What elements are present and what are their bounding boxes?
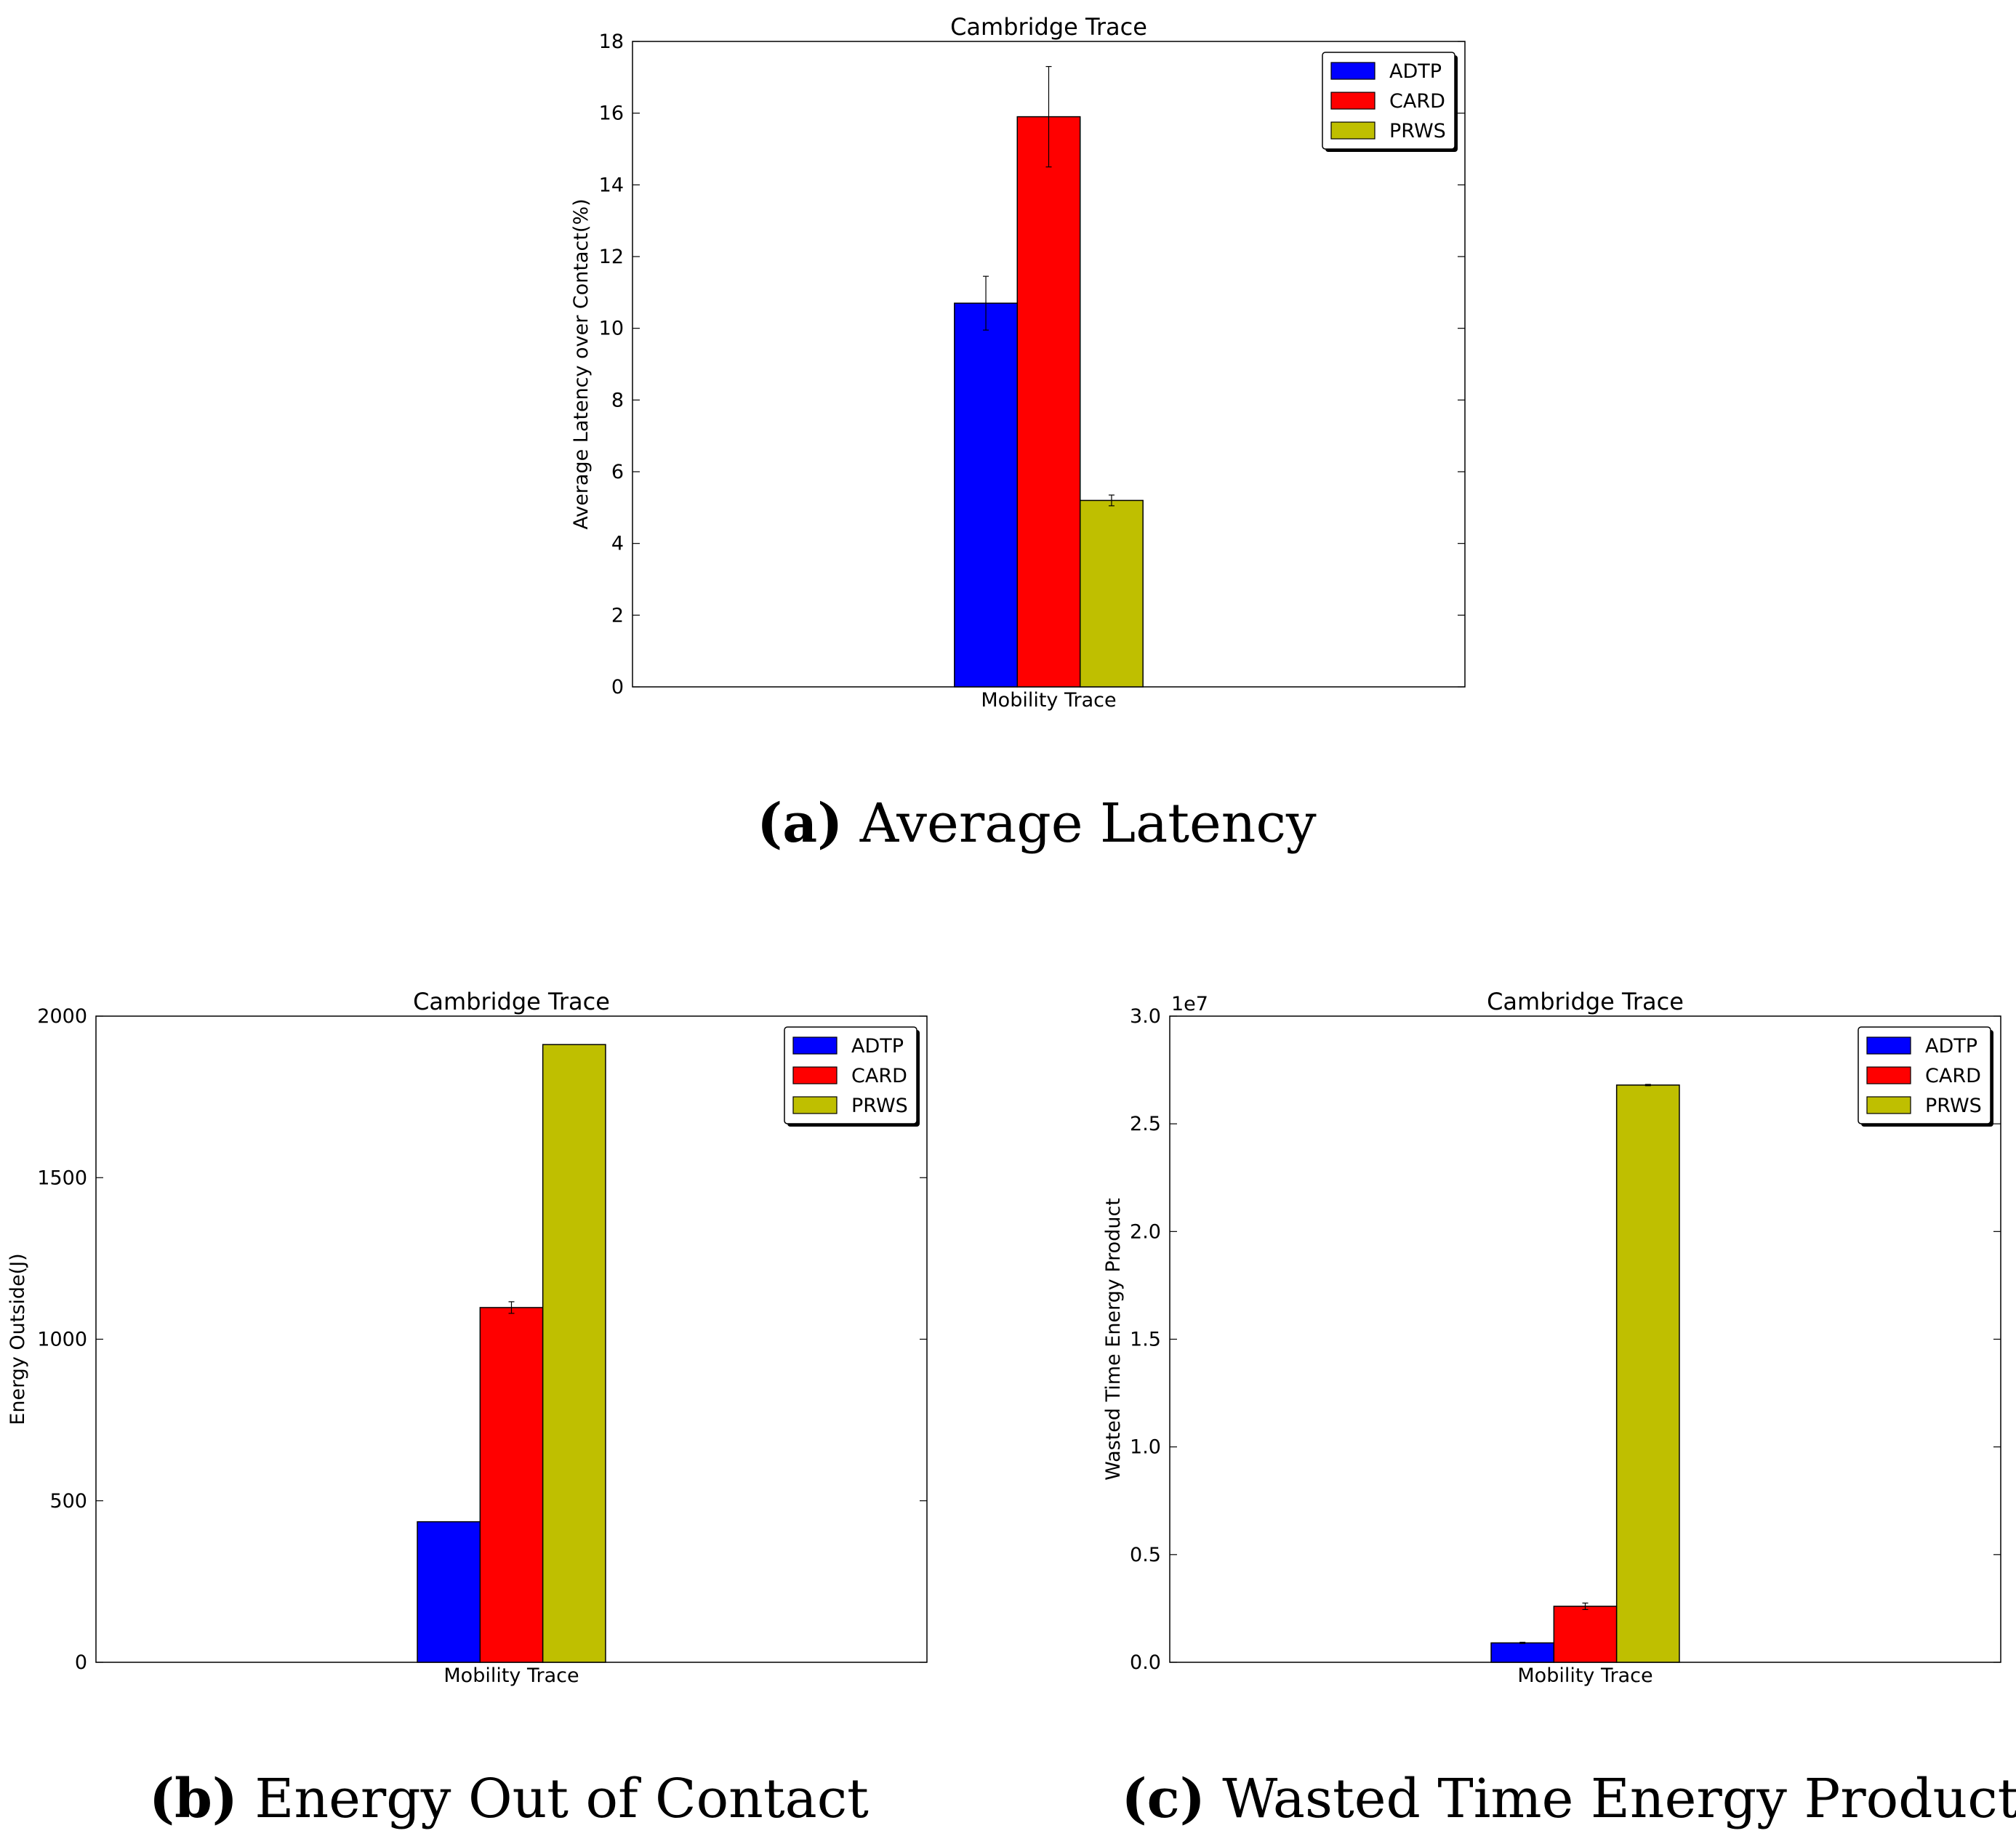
legend-label-adtp: ADTP (851, 1035, 904, 1058)
y-tick-label: 12 (599, 246, 624, 268)
y-tick-label: 2.5 (1130, 1113, 1161, 1135)
chart-average-latency: 0 2 4 6 8 10 12 14 16 18 Cambridge Trace Mobility T… (570, 13, 1466, 712)
y-tick-label: 0 (611, 676, 624, 698)
y-tick-label: 1.5 (1130, 1329, 1161, 1351)
legend-label-prws: PRWS (851, 1095, 908, 1117)
y-tick-label: 18 (599, 31, 624, 53)
y-tick-label: 2 (611, 604, 624, 627)
legend-label-adtp: ADTP (1925, 1035, 1977, 1058)
y-tick-label: 0.0 (1130, 1651, 1161, 1674)
chart-title: Cambridge Trace (413, 988, 610, 1015)
y-tick-label: 2000 (37, 1005, 87, 1028)
caption-c-text: Wasted Time Energy Product (1222, 1768, 2016, 1830)
legend-swatch-prws (1330, 121, 1376, 140)
bar-card (479, 1307, 544, 1663)
y-tick-label: 1000 (37, 1329, 87, 1351)
y-tick-label: 0.5 (1130, 1544, 1161, 1566)
y-axis-label: Average Latency over Contact(%) (570, 198, 593, 529)
caption-b: (b) Energy Out of Contact (149, 1768, 869, 1830)
y-tick-label: 14 (599, 174, 624, 196)
bar-prws (1615, 1084, 1680, 1663)
legend-swatch-card (1866, 1066, 1911, 1084)
chart-wasted-time-energy-product: 0.0 0.5 1.0 1.5 2.0 2.5 3.0 1e7 Cambridge Trace M… (1102, 988, 2001, 1687)
x-axis-label: Mobility Trace (443, 1664, 579, 1687)
caption-b-label: (b) (149, 1768, 238, 1830)
y-tick-label: 6 (611, 461, 624, 483)
bar-adtp (1490, 1642, 1555, 1663)
bar-card (1016, 116, 1081, 688)
legend-label-card: CARD (851, 1065, 907, 1087)
bar-card (1553, 1606, 1618, 1663)
legend-swatch-card (792, 1066, 838, 1084)
y-axis-label: Energy Outside(J) (7, 1253, 29, 1425)
x-axis-label: Mobility Trace (981, 689, 1116, 712)
legend-swatch-adtp (792, 1036, 838, 1055)
x-axis-label: Mobility Trace (1517, 1664, 1652, 1687)
y-offset-label: 1e7 (1171, 993, 1208, 1015)
bar-prws (542, 1044, 606, 1663)
caption-b-text: Energy Out of Contact (254, 1768, 869, 1830)
y-tick-label: 1.0 (1130, 1436, 1161, 1459)
caption-a-text: Average Latency (859, 792, 1317, 855)
caption-c: (c) Wasted Time Energy Product (1122, 1768, 2016, 1830)
y-tick-label: 4 (611, 533, 624, 555)
y-tick-label: 1500 (37, 1167, 87, 1189)
y-tick-label: 16 (599, 102, 624, 125)
y-tick-label: 2.0 (1130, 1220, 1161, 1243)
legend-label-card: CARD (1389, 90, 1445, 113)
chart-title: Cambridge Trace (1487, 988, 1684, 1015)
legend-label-card: CARD (1925, 1065, 1981, 1087)
legend-swatch-adtp (1866, 1036, 1911, 1055)
legend-swatch-adtp (1330, 62, 1376, 80)
y-tick-label: 0 (75, 1651, 87, 1674)
legend-label-prws: PRWS (1925, 1095, 1982, 1117)
legend-label-prws: PRWS (1389, 120, 1446, 142)
legend-swatch-card (1330, 92, 1376, 110)
legend-swatch-prws (1866, 1096, 1911, 1114)
legend-swatch-prws (792, 1096, 838, 1114)
bar-adtp (954, 302, 1019, 688)
legend-label-adtp: ADTP (1389, 60, 1442, 83)
bar-adtp (417, 1521, 481, 1663)
y-tick-label: 3.0 (1130, 1005, 1161, 1028)
caption-c-label: (c) (1121, 1768, 1205, 1830)
caption-a: (a) Average Latency (757, 792, 1316, 855)
y-tick-label: 8 (611, 389, 624, 411)
y-tick-label: 10 (599, 318, 624, 340)
bar-prws (1079, 499, 1144, 688)
chart-energy-out-of-contact: 0 500 1000 1500 2000 Cambridge Trace Mobility … (7, 988, 928, 1687)
caption-a-label: (a) (757, 792, 843, 855)
chart-title: Cambridge Trace (950, 13, 1147, 41)
y-axis-label: Wasted Time Energy Product (1102, 1198, 1125, 1481)
y-tick-label: 500 (49, 1490, 87, 1513)
